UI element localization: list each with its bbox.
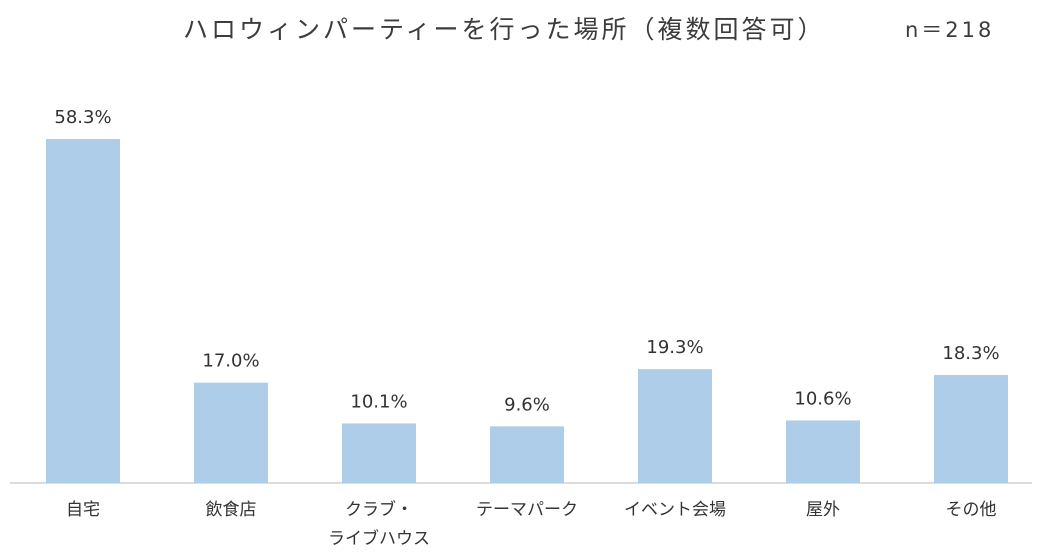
data-label-3: 10.1% (350, 391, 407, 412)
bar-7 (934, 375, 1008, 483)
category-label-1: 自宅 (66, 500, 100, 520)
data-label-2: 17.0% (202, 351, 259, 372)
bar-1 (46, 139, 120, 483)
data-label-6: 10.6% (794, 388, 851, 409)
sample-size-label: n＝218 (905, 18, 995, 42)
bar-5 (638, 369, 712, 483)
category-label-6: 屋外 (806, 500, 840, 520)
category-label-3-line-2: ライブハウス (328, 528, 430, 549)
bar-4 (490, 426, 564, 483)
data-label-4: 9.6% (504, 394, 550, 415)
data-label-5: 19.3% (646, 337, 703, 358)
category-label-4: テーマパーク (476, 500, 578, 520)
chart-title: ハロウィンパーティーを行った場所（複数回答可） (183, 15, 826, 44)
data-label-7: 18.3% (942, 343, 999, 364)
category-label-3-line-1: クラブ・ (345, 499, 413, 520)
category-label-7: その他 (946, 500, 997, 520)
bar-2 (194, 382, 268, 483)
chart-title-bar: ハロウィンパーティーを行った場所（複数回答可） n＝218 (0, 10, 1044, 44)
category-label-5: イベント会場 (624, 500, 726, 520)
bar-6 (786, 420, 860, 483)
category-label-2: 飲食店 (206, 500, 257, 520)
bar-3 (342, 423, 416, 483)
data-label-1: 58.3% (54, 107, 111, 128)
